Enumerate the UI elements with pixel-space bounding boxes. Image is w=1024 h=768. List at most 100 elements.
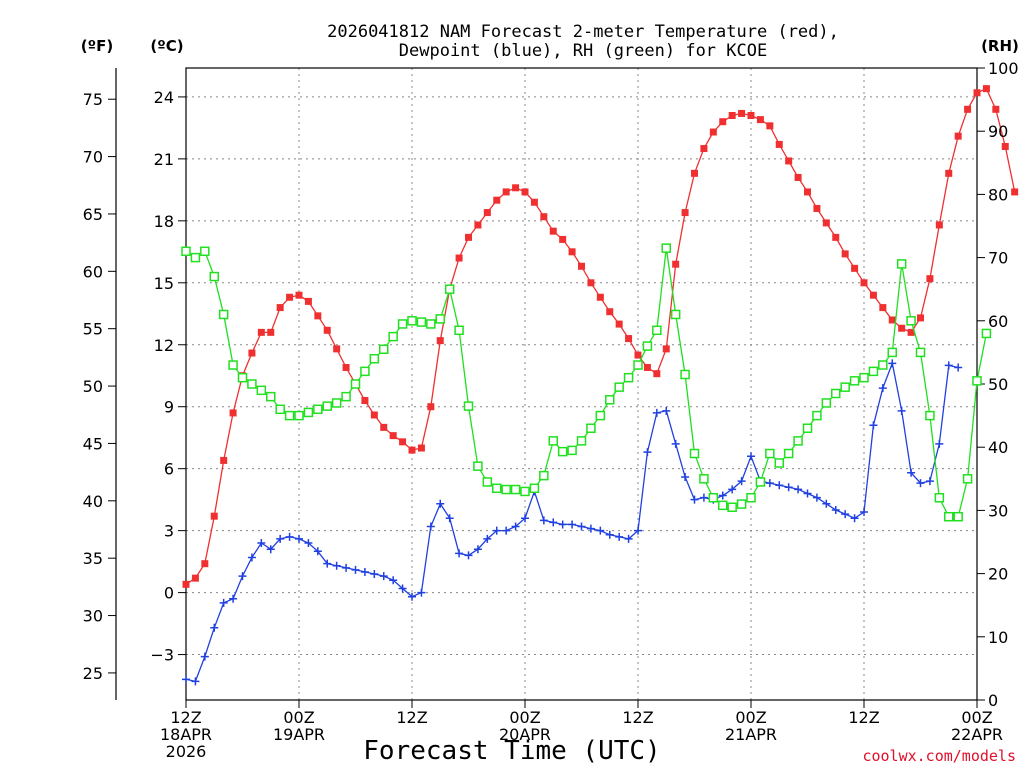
rh-point	[567, 445, 577, 456]
temperature-point	[728, 112, 736, 120]
rh-point	[661, 243, 671, 253]
rh-point	[981, 328, 992, 339]
temperature-point	[540, 213, 548, 221]
dewpoint-point	[568, 520, 577, 529]
x-tick-label: 00Z 21APR	[725, 708, 777, 744]
temperature-point	[267, 328, 275, 336]
dewpoint-point	[878, 384, 887, 393]
rh-unit-label: (RH)	[981, 37, 1019, 55]
temperature-point	[1001, 142, 1009, 150]
rh-point	[576, 436, 587, 446]
dewpoint-point	[615, 532, 624, 541]
dewpoint-point	[219, 598, 228, 607]
dewpoint-point	[389, 576, 398, 585]
temperature-point	[578, 262, 585, 270]
rh-point	[962, 474, 973, 484]
rh-point	[944, 511, 954, 522]
dewpoint-point	[342, 563, 351, 572]
chart-title-line: 2026041812 NAM Forecast 2-meter Temperat…	[327, 22, 839, 42]
temperature-point	[201, 560, 209, 568]
dewpoint-point	[332, 561, 341, 570]
rh-point	[218, 309, 229, 320]
source-credit[interactable]: coolwx.com/models	[862, 747, 1016, 765]
x-tick-label-line: 19APR	[273, 725, 325, 744]
temperature-point	[559, 235, 567, 243]
temperature-point	[700, 145, 708, 153]
rh-point	[557, 446, 568, 457]
dewpoint-point	[436, 499, 445, 508]
temperature-point	[342, 363, 350, 371]
temperature-point	[907, 328, 915, 336]
temperature-point	[766, 122, 774, 130]
rh-point	[435, 314, 445, 324]
dewpoint-point	[831, 505, 840, 514]
rh-point	[200, 246, 210, 257]
rh-point	[802, 423, 813, 433]
temperature-point	[370, 411, 378, 419]
temperature-point	[248, 349, 256, 357]
dewpoint-point	[784, 483, 793, 492]
dewpoint-point	[539, 516, 548, 525]
temperature-point	[992, 105, 1000, 113]
dewpoint-point	[803, 489, 812, 498]
dewpoint-point	[897, 406, 906, 415]
x-tick-label-line: 00Z	[283, 708, 314, 727]
fahrenheit-tick-label: 40	[83, 492, 103, 511]
dewpoint-point	[257, 539, 266, 548]
temperature-point	[672, 260, 680, 268]
rh-tick-label: 100	[988, 59, 1019, 78]
temperature-point	[276, 304, 284, 312]
temperature-point	[1011, 188, 1019, 196]
rh-point	[407, 316, 417, 326]
rh-point	[972, 376, 982, 386]
dewpoint-point	[408, 592, 416, 601]
temperature-point	[210, 512, 218, 520]
axis-unit-labels: (ºF) (ºC) (RH)	[81, 37, 1019, 55]
dewpoint-point	[652, 408, 661, 417]
dewpoint-point	[426, 522, 435, 531]
dewpoint-point	[737, 477, 746, 486]
rh-point	[501, 484, 511, 495]
x-tick-label-line: 2026	[166, 742, 207, 761]
dewpoint-point	[379, 572, 388, 581]
temperature-point	[323, 326, 331, 334]
rh-point	[209, 271, 219, 282]
dewpoint-point	[210, 623, 219, 632]
dewpoint-point	[935, 439, 944, 448]
dewpoint-point	[577, 522, 586, 531]
temperature-point	[917, 314, 924, 322]
series-rh	[181, 243, 992, 522]
temperature-point	[964, 105, 972, 113]
temperature-point	[587, 279, 595, 287]
temperature-point	[465, 233, 472, 241]
rh-tick-label: 30	[988, 501, 1008, 520]
temperature-point	[719, 118, 727, 126]
rh-point	[699, 474, 709, 484]
rh-point	[708, 493, 719, 503]
dewpoint-point	[455, 549, 464, 558]
temperature-point	[314, 312, 322, 320]
temperature-point	[399, 438, 407, 446]
rh-point	[247, 379, 257, 389]
rh-point	[906, 316, 916, 326]
temperature-point	[257, 328, 265, 336]
temperature-point	[879, 304, 887, 312]
rh-point	[492, 483, 502, 494]
x-tick-label: 12Z	[622, 708, 653, 727]
temperature-point	[229, 409, 237, 417]
dewpoint-point	[624, 534, 633, 543]
temperature-point	[982, 85, 990, 93]
temperature-point	[860, 279, 868, 287]
dewpoint-point	[596, 526, 605, 535]
rh-point	[670, 309, 681, 320]
temperature-point	[304, 297, 312, 305]
temperature-point	[973, 89, 981, 97]
temperature-point	[596, 293, 604, 301]
dewpoint-point	[681, 472, 690, 481]
dewpoint-point	[954, 363, 963, 372]
rh-point	[360, 366, 370, 377]
chart-title: 2026041812 NAM Forecast 2-meter Temperat…	[327, 22, 839, 61]
x-tick-label-line: 22APR	[951, 725, 1003, 744]
rh-point	[736, 499, 747, 509]
rh-point	[379, 344, 389, 354]
